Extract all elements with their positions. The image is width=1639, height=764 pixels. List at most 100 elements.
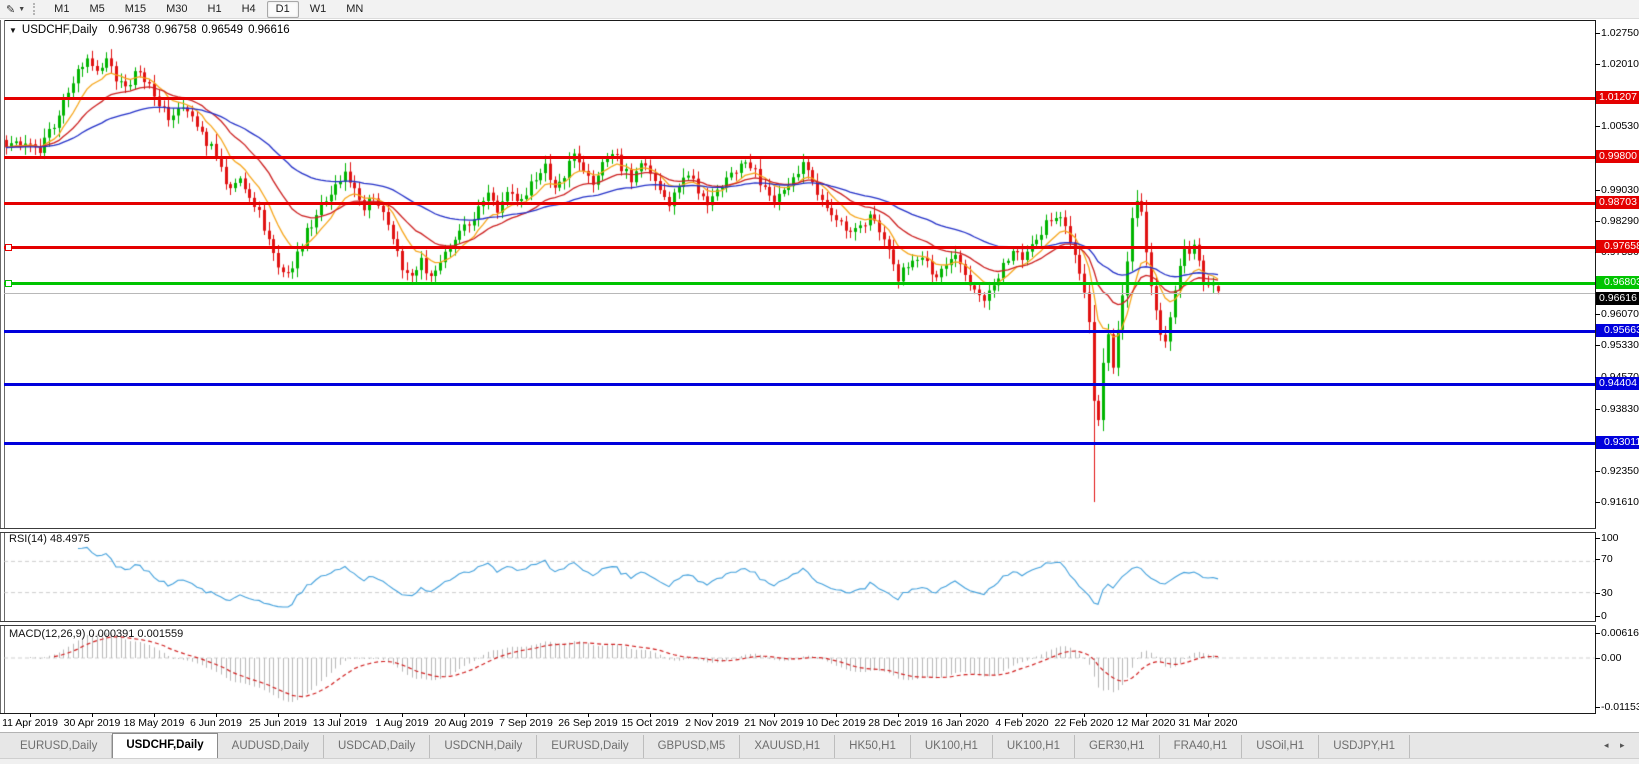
- price-level-label[interactable]: 0.96803: [1596, 276, 1639, 290]
- macd-axis-tick-mark: [1595, 658, 1600, 659]
- time-axis-label: 28 Dec 2019: [868, 717, 928, 729]
- time-axis-label: 13 Jul 2019: [312, 717, 368, 729]
- time-axis-tick-mark: [154, 713, 155, 717]
- chart-tab-USDCNH-Daily[interactable]: USDCNH,Daily: [430, 735, 538, 758]
- level-line-pivot[interactable]: [4, 282, 1595, 286]
- timeframe-toolbar: ✎ ▼ M1 M5 M15 M30 H1 H4 D1 W1 MN: [0, 0, 1639, 19]
- time-axis-label: 26 Sep 2019: [558, 717, 618, 729]
- chart-tab-USDCHF-Daily[interactable]: USDCHF,Daily: [112, 733, 218, 758]
- chart-symbol-label: USDCHF,Daily: [21, 24, 98, 36]
- price-axis-tick: 0.93830: [1601, 402, 1639, 415]
- time-axis-tick-mark: [92, 713, 93, 717]
- time-axis-tick-mark: [402, 713, 403, 717]
- level-line-support[interactable]: [4, 330, 1595, 334]
- chart-tab-AUDUSD-Daily[interactable]: AUDUSD,Daily: [218, 735, 324, 758]
- toolbar-drag-handle[interactable]: [33, 3, 39, 15]
- time-axis-label: 2 Nov 2019: [685, 717, 739, 729]
- price-axis-tick-mark: [1595, 314, 1600, 316]
- price-axis-tick: 0.92350: [1601, 464, 1639, 477]
- time-axis-tick-mark: [1084, 713, 1085, 717]
- macd-axis-tick-mark: [1595, 633, 1600, 634]
- macd-axis-tick: 0.006167: [1601, 627, 1639, 639]
- level-line-resistance[interactable]: [4, 202, 1595, 206]
- chart-tab-XAUUSD-H1[interactable]: XAUUSD,H1: [740, 735, 836, 758]
- time-axis-tick-mark: [1208, 713, 1209, 717]
- price-axis-tick: 0.96070: [1601, 308, 1639, 321]
- chart-tab-USOil-H1[interactable]: USOil,H1: [1242, 735, 1320, 758]
- price-level-label[interactable]: 0.95663: [1596, 324, 1639, 338]
- status-strip: [0, 758, 1639, 764]
- time-axis-tick-mark: [588, 713, 589, 717]
- tab-scroll-right-icon[interactable]: ▸: [1620, 740, 1625, 750]
- timeframe-button-H4[interactable]: H4: [241, 2, 256, 15]
- macd-panel-splitter[interactable]: [0, 621, 1596, 626]
- chart-frame-bottom: [0, 713, 1596, 714]
- price-axis-tick-mark: [1595, 189, 1600, 191]
- chart-collapse-arrow-icon[interactable]: ▼: [9, 25, 17, 35]
- price-level-label[interactable]: 0.97658: [1596, 240, 1639, 254]
- level-left-handle[interactable]: [5, 280, 12, 288]
- level-line-resistance[interactable]: [4, 246, 1595, 250]
- level-line-resistance[interactable]: [4, 96, 1595, 100]
- level-line-resistance[interactable]: [4, 156, 1595, 160]
- time-axis-label: 4 Feb 2020: [995, 717, 1049, 729]
- line-tool-icon[interactable]: ✎: [6, 3, 16, 16]
- timeframe-button-W1[interactable]: W1: [309, 2, 327, 15]
- price-level-label[interactable]: 0.94404: [1596, 377, 1639, 391]
- time-axis-label: 22 Feb 2020: [1054, 717, 1114, 729]
- level-left-handle[interactable]: [5, 244, 12, 252]
- price-level-label[interactable]: 0.93011: [1596, 436, 1639, 450]
- price-level-label[interactable]: 0.99800: [1596, 150, 1639, 164]
- timeframe-button-MN[interactable]: MN: [346, 2, 364, 15]
- line-tool-group[interactable]: ✎ ▼: [0, 3, 29, 16]
- level-line-support[interactable]: [4, 383, 1595, 387]
- timeframe-button-M30[interactable]: M30: [166, 2, 188, 15]
- chart-tab-GBPUSD-M5[interactable]: GBPUSD,M5: [644, 735, 741, 758]
- time-axis-tick-mark: [1022, 713, 1023, 717]
- chart-tab-GER30-H1[interactable]: GER30,H1: [1075, 735, 1160, 758]
- macd-axis-tick: 0.00: [1601, 652, 1622, 664]
- price-axis-tick: 1.02010: [1601, 58, 1639, 71]
- timeframe-button-H1[interactable]: H1: [207, 2, 222, 15]
- price-level-label[interactable]: 1.01207: [1596, 90, 1639, 104]
- price-level-label[interactable]: 0.98703: [1596, 196, 1639, 210]
- macd-axis-tick-mark: [1595, 707, 1600, 708]
- chart-tab-UK100-H1[interactable]: UK100,H1: [911, 735, 993, 758]
- rsi-indicator-canvas[interactable]: [0, 530, 1596, 625]
- macd-indicator-canvas[interactable]: [0, 625, 1596, 713]
- rsi-panel-splitter[interactable]: [0, 528, 1596, 533]
- chart-tab-USDJPY-H1[interactable]: USDJPY,H1: [1319, 735, 1410, 758]
- rsi-axis-tick: 70: [1601, 553, 1613, 565]
- time-axis-tick-mark: [278, 713, 279, 717]
- time-axis-tick-mark: [650, 713, 651, 717]
- time-axis-label: 10 Dec 2019: [806, 717, 866, 729]
- time-axis-label: 11 Apr 2019: [2, 717, 58, 729]
- timeframe-button-M15[interactable]: M15: [124, 2, 147, 15]
- price-axis-tick-mark: [1595, 33, 1600, 34]
- candlestick-chart-canvas[interactable]: [0, 19, 1596, 530]
- timeframe-button-M5[interactable]: M5: [89, 2, 105, 15]
- time-axis-tick-mark: [898, 713, 899, 717]
- chart-tab-FRA40-H1[interactable]: FRA40,H1: [1160, 735, 1243, 758]
- chart-tab-UK100-H1[interactable]: UK100,H1: [993, 735, 1075, 758]
- price-axis-tick-mark: [1595, 470, 1600, 472]
- time-axis-tick-mark: [774, 713, 775, 717]
- timeframe-button-M1[interactable]: M1: [54, 2, 70, 15]
- chart-tab-HK50-H1[interactable]: HK50,H1: [835, 735, 911, 758]
- time-axis-label: 20 Aug 2019: [434, 717, 494, 729]
- chart-tab-USDCAD-Daily[interactable]: USDCAD,Daily: [324, 735, 431, 758]
- dropdown-arrow-icon[interactable]: ▼: [18, 5, 26, 13]
- rsi-axis-tick: 100: [1601, 532, 1619, 544]
- tab-scroll-left-icon[interactable]: ◂: [1604, 740, 1609, 750]
- chart-tab-EURUSD-Daily[interactable]: EURUSD,Daily: [6, 735, 113, 758]
- price-axis-tick: 0.99030: [1601, 183, 1639, 196]
- timeframe-buttons: M1 M5 M15 M30 H1 H4 D1 W1 MN: [45, 0, 372, 18]
- level-line-support[interactable]: [4, 442, 1595, 446]
- chart-tab-EURUSD-Daily[interactable]: EURUSD,Daily: [537, 735, 644, 758]
- time-axis-label: 25 Jun 2019: [249, 717, 307, 729]
- price-axis-tick-mark: [1595, 126, 1600, 128]
- chart-tab-bar: EURUSD,Daily USDCHF,Daily AUDUSD,Daily USDC…: [0, 732, 1639, 758]
- timeframe-button-D1[interactable]: D1: [266, 0, 299, 18]
